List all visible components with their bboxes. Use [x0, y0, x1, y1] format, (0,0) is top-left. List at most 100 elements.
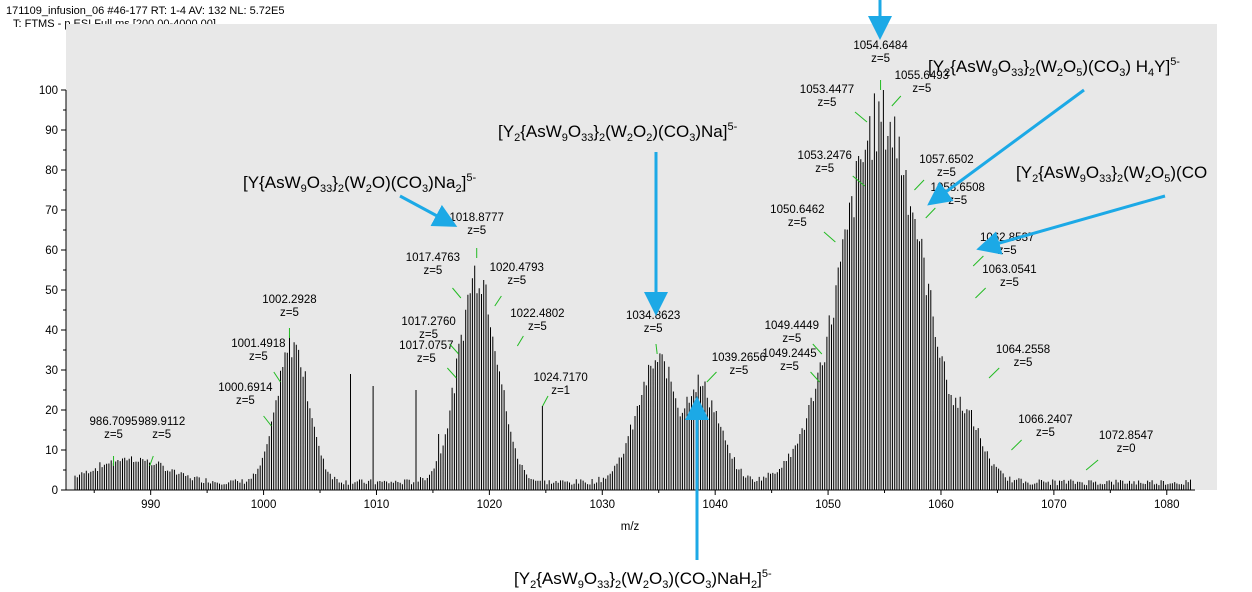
peak-mz-label: 1072.8547: [1099, 430, 1153, 442]
peak-leader-line: [655, 343, 658, 355]
annotation-formula-1: [Y{AsW9O33}2(W2O)(CO3)Na2]5-: [243, 172, 476, 195]
peak-charge-label: z=1: [551, 385, 570, 397]
peak-mz-label: 1018.8777: [450, 212, 504, 224]
x-tick-label: 1030: [589, 499, 615, 511]
peak-charge-label: z=5: [528, 321, 547, 333]
peak-charge-label: z=5: [467, 225, 486, 237]
peak-leader-line: [446, 367, 457, 379]
peak-leader-line: [1011, 439, 1022, 451]
peak-leader-line: [452, 287, 462, 299]
peak-leader-line: [1085, 459, 1099, 471]
peak-charge-label: z=5: [815, 163, 834, 175]
x-tick-label: 1040: [702, 499, 728, 511]
peak-charge-label: z=5: [419, 329, 438, 341]
x-axis-label: m/z: [621, 521, 640, 533]
peak-leader-line: [988, 367, 1000, 379]
peak-charge-label: z=5: [937, 167, 956, 179]
y-tick-label: 30: [45, 365, 58, 377]
peak-labels: 986.7095z=5989.9112z=51000.6914z=51001.4…: [90, 40, 1153, 471]
peak-mz-label: 1017.0757: [399, 340, 453, 352]
peak-charge-label: z=5: [871, 53, 890, 65]
peak-charge-label: z=5: [417, 353, 436, 365]
peak-leader-line: [852, 175, 866, 187]
y-tick-label: 70: [45, 205, 58, 217]
peak-mz-label: 1022.4802: [510, 308, 564, 320]
x-tick-label: 1070: [1041, 499, 1067, 511]
peak-leader-line: [273, 371, 281, 383]
x-axis-ticks: 990 1000 1010 1020 1030 1040 1050 1060 1070 1080: [93, 490, 1180, 511]
peak-leader-line: [516, 335, 524, 347]
peak-leader-line: [812, 343, 823, 355]
peak-leader-line: [972, 255, 984, 267]
arrow-a5: [976, 194, 1166, 255]
header-line-1: 171109_infusion_06 #46-177 RT: 1-4 AV: 1…: [6, 5, 284, 17]
peak-mz-label: 1034.8623: [626, 310, 680, 322]
y-tick-label: 10: [45, 445, 58, 457]
peak-charge-label: z=5: [788, 217, 807, 229]
x-tick-label: 990: [141, 499, 160, 511]
peak-leader-line: [449, 343, 459, 355]
peak-mz-label: 1054.6484: [853, 40, 908, 52]
arrow-a4: [927, 88, 1085, 206]
peak-mz-label: 1039.2656: [712, 352, 766, 364]
peak-mz-label: 1020.4793: [490, 262, 544, 274]
y-tick-label: 80: [45, 165, 58, 177]
peak-leader-line: [263, 415, 272, 427]
y-tick-label: 60: [45, 245, 58, 257]
peak-mz-label: 1055.6493: [895, 70, 949, 82]
y-tick-label: 100: [39, 85, 58, 97]
peak-leader-line: [891, 95, 902, 107]
annotation-formula-2: [Y2{AsW9O33}2(W2O2)(CO3)Na]5-: [498, 121, 738, 144]
x-tick-label: 1000: [251, 499, 277, 511]
peak-mz-label: 1063.0541: [982, 264, 1036, 276]
peak-mz-label: 1017.4763: [406, 252, 460, 264]
peak-charge-label: z=5: [1014, 357, 1033, 369]
y-tick-label: 40: [45, 325, 58, 337]
peak-leader-line: [823, 231, 836, 243]
annotation-formula-4: [Y2{AsW9O33}2(W2O5)(CO3) H4Y]5-: [928, 56, 1180, 79]
peak-mz-label: 1053.4477: [800, 84, 854, 96]
peak-leader-line: [542, 395, 549, 407]
peak-mz-label: 1057.6502: [919, 154, 973, 166]
peak-charge-label: z=5: [423, 265, 442, 277]
peak-leader-line: [810, 371, 820, 383]
peak-mz-label: 1001.4918: [231, 338, 285, 350]
peak-mz-label: 1002.2928: [262, 294, 316, 306]
peak-charge-label: z=5: [104, 429, 123, 441]
peak-charge-label: z=5: [912, 83, 931, 95]
peak-leader-line: [914, 179, 925, 191]
x-tick-label: 1020: [477, 499, 503, 511]
peak-charge-label: z=5: [818, 97, 837, 109]
y-tick-label: 50: [45, 285, 58, 297]
peak-leader-line: [854, 111, 868, 123]
peak-mz-label: 1049.2445: [762, 348, 816, 360]
y-tick-label: 90: [45, 125, 58, 137]
peak-charge-label: z=0: [1117, 443, 1136, 455]
annotation-formula-3: [Y2{AsW9O33}2(W2O3)(CO3)NaH2]5-: [514, 568, 772, 591]
peak-mz-label: 1064.2558: [996, 344, 1050, 356]
peak-charge-label: z=5: [236, 395, 255, 407]
peak-charge-label: z=5: [644, 323, 663, 335]
peak-mz-label: 989.9112: [138, 416, 185, 428]
peak-leader-line: [975, 287, 987, 299]
peak-mz-label: 1066.2407: [1018, 414, 1072, 426]
peak-mz-label: 1053.2476: [798, 150, 852, 162]
x-tick-label: 1010: [364, 499, 390, 511]
peak-charge-label: z=5: [1000, 277, 1019, 289]
x-tick-label: 1050: [815, 499, 841, 511]
peak-mz-label: 1050.6462: [770, 204, 824, 216]
peak-charge-label: z=5: [280, 307, 299, 319]
peak-charge-label: z=5: [998, 245, 1017, 257]
annotation-arrows: [399, 0, 1166, 560]
peak-leader-line: [925, 207, 936, 219]
peak-mz-label: 1017.2760: [401, 316, 455, 328]
y-tick-label: 0: [52, 485, 58, 497]
annotation-formula-5: [Y2{AsW9O33}2(W2O5)(CO: [1016, 163, 1207, 185]
x-tick-label: 1080: [1154, 499, 1180, 511]
peak-mz-label: 986.7095: [90, 416, 138, 428]
peak-charge-label: z=5: [948, 195, 967, 207]
y-axis-ticks: 0 10 20 30 40 50 60 70 80 90 100: [39, 85, 66, 497]
peak-charge-label: z=5: [780, 361, 799, 373]
peak-charge-label: z=5: [729, 365, 748, 377]
